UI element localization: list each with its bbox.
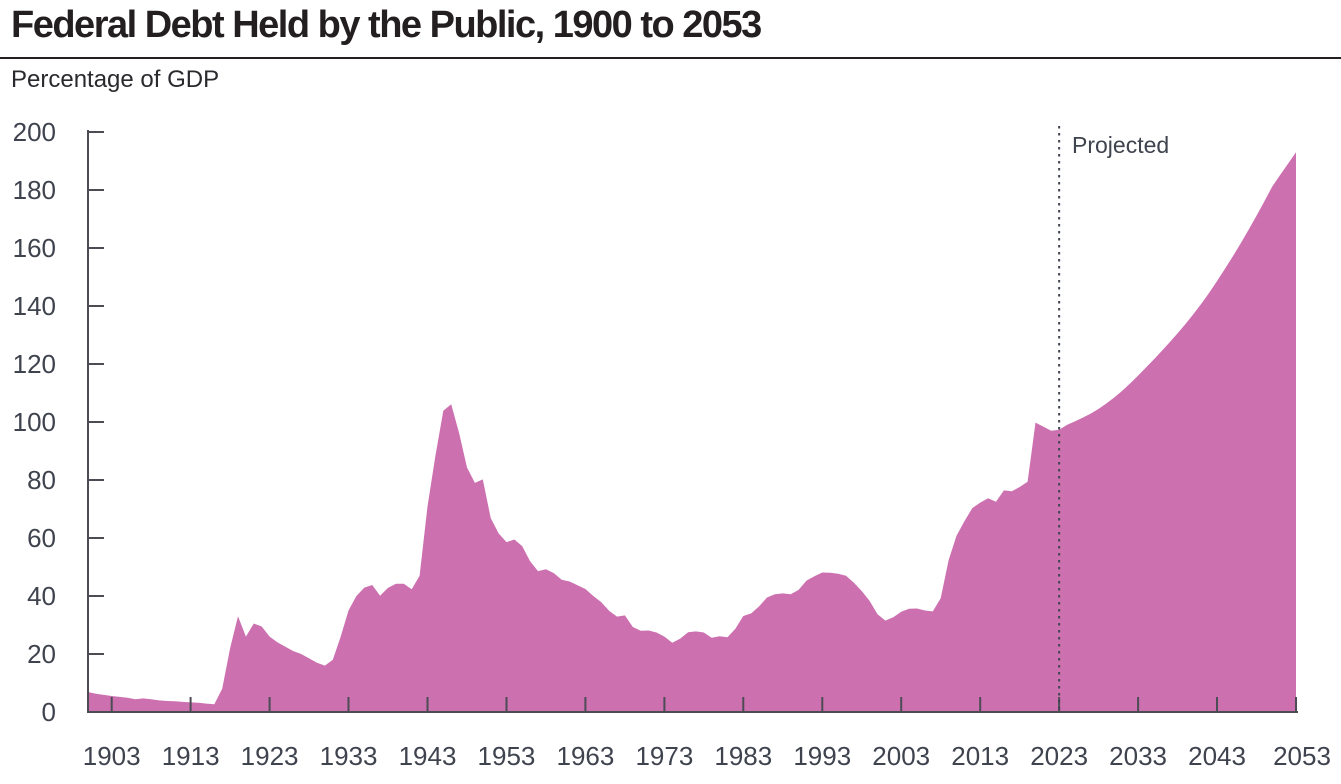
x-tick-label: 2013 [951,741,1010,771]
projected-label: Projected [1072,132,1170,158]
y-tick-label: 100 [12,407,56,437]
debt-area-series [88,152,1296,713]
y-axis-unit-label: Percentage of GDP [11,66,220,93]
y-tick-label: 80 [27,465,56,495]
x-tick-label: 1903 [82,741,141,771]
x-tick-label: 1993 [793,741,852,771]
y-tick-label: 120 [12,349,56,379]
y-tick-label: 140 [12,291,56,321]
y-tick-label: 160 [12,233,56,263]
x-tick-label: 2043 [1188,741,1246,771]
x-tick-label: 1933 [319,741,378,771]
y-tick-label: 60 [27,523,56,553]
x-tick-label: 1913 [161,741,220,771]
x-tick-label: 1983 [714,741,773,771]
x-tick-label: 1963 [556,741,615,771]
chart-title: Federal Debt Held by the Public, 1900 to… [11,4,762,46]
x-tick-label: 2003 [872,741,931,771]
chart-axes [87,130,1298,713]
x-tick-label: 1973 [635,741,694,771]
x-tick-label: 1953 [477,741,536,771]
y-tick-label: 40 [27,581,56,611]
x-tick-label: 1923 [240,741,299,771]
y-tick-label: 180 [12,175,56,205]
x-tick-label: 2053 [1273,741,1331,771]
x-tick-label: 2033 [1109,741,1167,771]
x-tick-label: 2023 [1030,741,1089,771]
y-tick-label: 20 [27,639,56,669]
x-tick-label: 1943 [398,741,457,771]
y-tick-label: 200 [12,117,56,147]
y-tick-label: 0 [41,697,56,727]
title-rule [0,57,1341,59]
